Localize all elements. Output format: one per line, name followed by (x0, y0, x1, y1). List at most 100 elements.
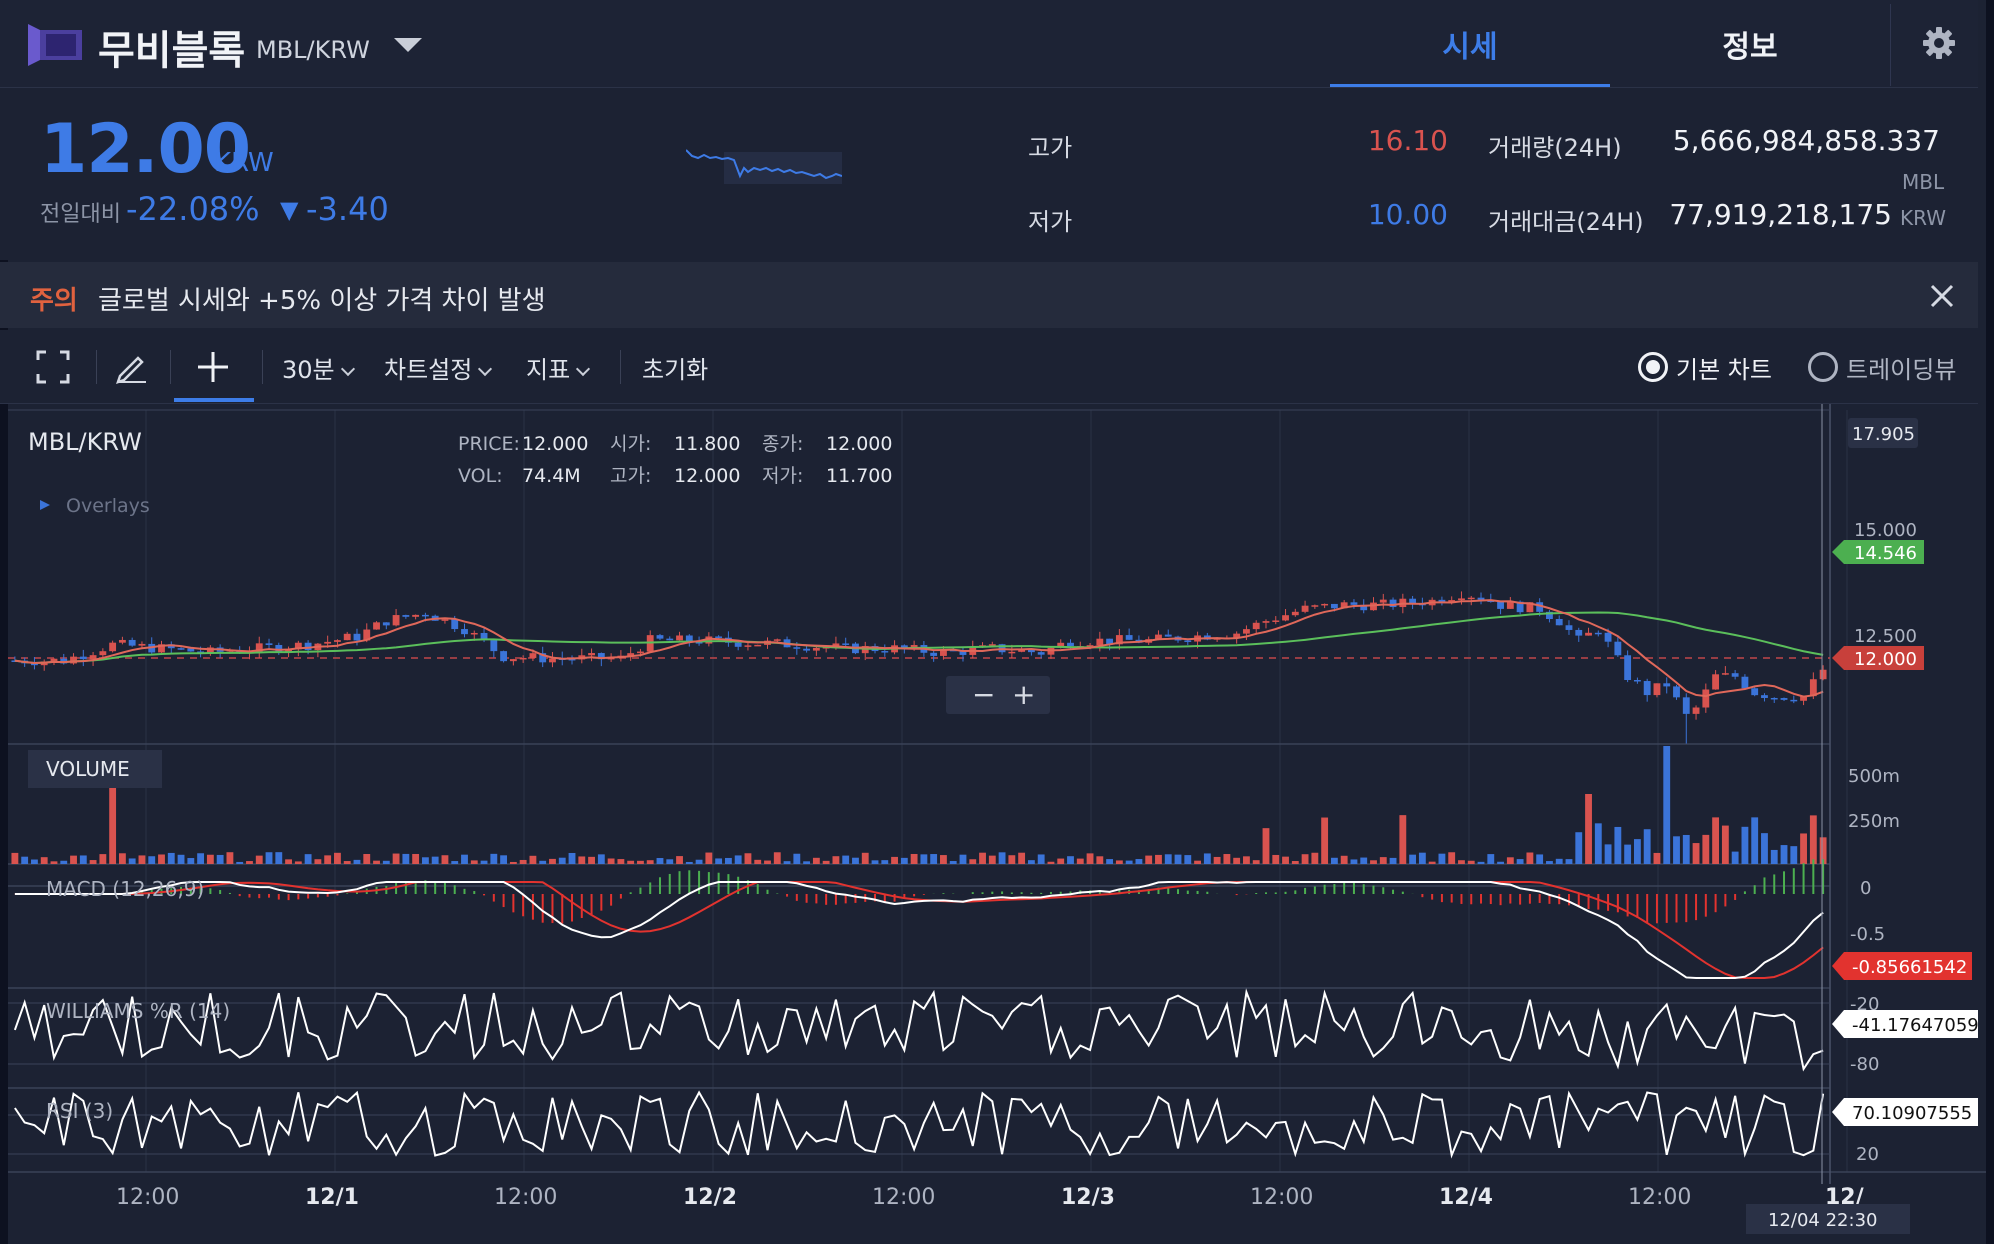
candle-body (490, 640, 498, 652)
volume-bar (177, 854, 185, 864)
macd-histogram-bar (434, 881, 437, 894)
volume-bar (637, 860, 644, 864)
interval-dropdown[interactable]: 30분 (282, 350, 355, 385)
candle-body (275, 645, 283, 653)
volume-bar (1379, 857, 1387, 864)
candle-body (1252, 622, 1260, 630)
macd-histogram-bar (1714, 894, 1717, 913)
macd-histogram-bar (531, 894, 534, 920)
volume-bar (353, 859, 361, 864)
volume-bar (1663, 746, 1671, 864)
candle-body (940, 649, 947, 656)
volume-bar (979, 852, 986, 864)
candle-body (1506, 601, 1514, 609)
volume-bar (1790, 846, 1798, 864)
candle-body (1438, 599, 1446, 603)
macd-histogram-bar (492, 894, 495, 902)
zoom-out-button[interactable]: − (972, 678, 995, 711)
volume-bar (920, 854, 928, 864)
volume-bar (1311, 852, 1319, 864)
volume-label: 거래량(24H) (1488, 134, 1622, 162)
indicators-dropdown[interactable]: 지표 (526, 350, 591, 385)
macd-histogram-bar (1059, 891, 1062, 894)
volume-bar (1458, 860, 1465, 864)
tradingview-label[interactable]: 트레이딩뷰 (1846, 356, 1957, 384)
coin-name[interactable]: 무비블록 (98, 28, 246, 74)
volume-bar (187, 858, 195, 864)
close-icon[interactable] (1928, 282, 1956, 310)
volume-bar (509, 861, 517, 864)
candle-body (1604, 632, 1612, 642)
volume-bar (402, 853, 410, 864)
macd-histogram-bar (1616, 894, 1619, 913)
volume-bar (79, 855, 87, 864)
macd-histogram-bar (1724, 894, 1727, 907)
volume-bar (1653, 852, 1661, 864)
volume-bar (1184, 855, 1192, 864)
candle-body (1741, 676, 1749, 689)
macd-histogram-bar (443, 882, 446, 894)
ticker-panel (0, 88, 1978, 260)
macd-histogram-bar (1352, 882, 1355, 894)
macd-histogram-bar (1773, 874, 1776, 894)
macd-histogram-bar (326, 894, 329, 897)
candle-body (1164, 634, 1172, 637)
fullscreen-icon[interactable] (36, 350, 70, 384)
coin-logo-icon (28, 24, 82, 66)
candle-body (99, 651, 107, 656)
macd-histogram-bar (874, 894, 877, 902)
radio-tradingview[interactable] (1808, 352, 1838, 382)
down-arrow-icon: ▼ (280, 196, 299, 224)
overlays-toggle-icon[interactable] (40, 500, 50, 510)
volume-bar (363, 854, 371, 864)
candle-body (1008, 651, 1016, 654)
radio-basic-chart[interactable] (1638, 352, 1668, 382)
candle-body (568, 658, 576, 661)
basic-chart-label[interactable]: 기본 차트 (1676, 356, 1772, 384)
overlays-toggle[interactable]: Overlays (66, 495, 150, 517)
gear-icon[interactable] (1922, 26, 1956, 60)
volume-bar (724, 857, 732, 864)
volume-panel-label: VOLUME (46, 757, 130, 781)
candle-body (1780, 698, 1788, 700)
tab-price[interactable]: 시세 (1442, 30, 1498, 65)
volume-bar (255, 855, 263, 864)
macd-histogram-bar (1450, 894, 1453, 903)
legend-high: 12.000 (674, 465, 740, 487)
pair-label[interactable]: MBL/KRW (256, 36, 370, 64)
zoom-in-button[interactable]: + (1012, 678, 1035, 711)
candle-body (1790, 699, 1798, 702)
macd-histogram-bar (297, 894, 300, 900)
volume-bar (1321, 817, 1329, 864)
candle-body (1692, 707, 1700, 714)
crosshair-icon[interactable] (196, 350, 230, 384)
reset-button[interactable]: 초기화 (642, 356, 709, 384)
zoom-control[interactable]: − + (946, 676, 1050, 714)
chart-settings-dropdown[interactable]: 차트설정 (384, 350, 493, 385)
candle-body (1751, 688, 1759, 696)
tab-info[interactable]: 정보 (1722, 30, 1778, 65)
candle-body (1477, 597, 1485, 600)
macd-histogram-bar (1313, 886, 1316, 894)
volume-bar (99, 854, 107, 864)
legend-price: 12.000 (522, 433, 588, 455)
macd-histogram-bar (1675, 894, 1678, 923)
macd-histogram-bar (1392, 889, 1395, 894)
candle-body (1379, 599, 1387, 603)
candle-body (1712, 674, 1720, 690)
volume-bar (167, 852, 175, 864)
macd-histogram-bar (355, 891, 358, 894)
macd-histogram-bar (1763, 877, 1766, 894)
price-chart[interactable]: MBL/KRW PRICE: 12.000 시가: 11.800 종가: 12.… (0, 404, 1986, 1244)
volume-bar (373, 860, 380, 864)
candle-body (412, 614, 420, 617)
macd-histogram-bar (228, 892, 231, 894)
volume-bar (1438, 853, 1446, 864)
pencil-icon[interactable] (114, 350, 148, 384)
candle-body (1155, 634, 1162, 640)
candle-body (1282, 615, 1289, 621)
chevron-down-icon[interactable] (394, 38, 422, 52)
volume-bar (627, 860, 635, 864)
legend-low: 11.700 (826, 465, 892, 487)
volume-bar (969, 859, 977, 864)
